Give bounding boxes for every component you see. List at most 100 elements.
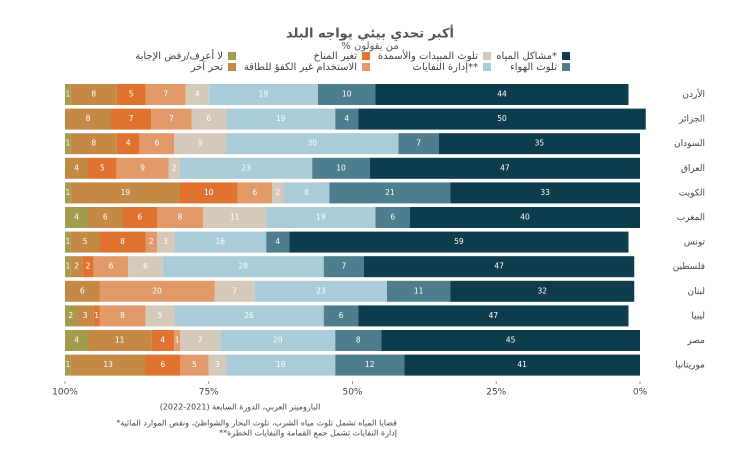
bar-segment xyxy=(122,207,157,228)
data-label: 4 xyxy=(195,90,200,99)
data-label: 47 xyxy=(494,262,504,271)
y-tick-label: لبنان xyxy=(687,287,705,297)
x-tick-label: 50% xyxy=(342,388,362,398)
data-label: 59 xyxy=(454,237,464,246)
bar-segment xyxy=(191,108,226,130)
data-label: 19 xyxy=(121,188,131,197)
data-label: 9 xyxy=(140,163,145,172)
bar-segment xyxy=(180,182,238,204)
data-label: 3 xyxy=(163,237,168,246)
bar-segment xyxy=(65,157,88,179)
bar-segment xyxy=(266,207,376,228)
y-tick-label: العراق xyxy=(681,164,705,174)
data-label: 7 xyxy=(198,336,203,345)
y-tick-label: فلسطين xyxy=(673,262,705,272)
data-label: 4 xyxy=(74,163,79,172)
legend-swatch xyxy=(362,52,370,60)
data-label: 8 xyxy=(178,213,183,222)
legend-label: إدارة النفايات** xyxy=(413,62,478,73)
data-label: 4 xyxy=(160,336,165,345)
bar-segment xyxy=(65,108,111,130)
data-label: 1 xyxy=(65,188,70,197)
data-label: 2 xyxy=(68,311,73,320)
chart-title: أكبر تحدي بيئي يواجه البلد xyxy=(286,25,454,42)
data-label: 7 xyxy=(129,114,134,123)
bar-segment xyxy=(174,330,180,351)
data-label: 1 xyxy=(65,139,70,148)
legend-swatch xyxy=(362,63,370,71)
note: *قضايا المياه تشمل تلوث مياه الشرب، تلوث… xyxy=(116,419,397,428)
bar-segment xyxy=(387,280,451,302)
data-label: 1 xyxy=(65,90,70,99)
y-tick-label: المغرب xyxy=(677,213,705,223)
data-label: 10 xyxy=(336,163,346,172)
bar-segment xyxy=(93,256,129,278)
legend-label: لا أعرف/رفض الإجابة xyxy=(135,49,223,62)
bar-segment xyxy=(335,330,382,351)
bar-segment xyxy=(180,354,209,376)
data-label: 19 xyxy=(276,114,286,123)
bar-segment xyxy=(168,157,180,179)
data-label: 10 xyxy=(342,90,352,99)
data-label: 26 xyxy=(244,311,254,320)
bar-segment xyxy=(237,182,272,204)
legend-swatch xyxy=(228,63,236,71)
x-tick-label: 0% xyxy=(633,388,648,398)
bar-segment xyxy=(88,157,117,179)
data-label: 40 xyxy=(520,213,530,222)
data-label: 23 xyxy=(241,163,251,172)
bar-segment xyxy=(145,354,180,376)
bar-segment xyxy=(381,330,640,351)
data-label: 7 xyxy=(341,262,346,271)
data-label: 4 xyxy=(344,114,349,123)
bar-segment xyxy=(65,84,71,105)
bar-segment xyxy=(70,354,146,376)
bar-segment xyxy=(364,256,635,278)
bar-segment xyxy=(116,133,140,155)
bar-segment xyxy=(358,305,629,327)
legend-label: تلوث الهواء xyxy=(510,62,557,73)
data-label: 5 xyxy=(192,360,197,369)
legend-label: تلوث المبيدات والأسمدة xyxy=(378,49,478,62)
data-label: 11 xyxy=(414,286,424,295)
x-tick-label: 25% xyxy=(486,388,506,398)
bar-segment xyxy=(335,108,359,130)
data-label: 19 xyxy=(276,360,286,369)
bar-segment xyxy=(208,354,226,376)
data-label: 5 xyxy=(83,237,88,246)
bar-segment xyxy=(254,280,387,302)
bar-segment xyxy=(289,231,629,253)
data-label: 9 xyxy=(198,139,203,148)
bar-segment xyxy=(65,305,77,327)
bar-segment xyxy=(65,256,71,278)
data-label: 41 xyxy=(517,360,527,369)
bar-segment xyxy=(180,330,221,351)
bar-segment xyxy=(65,182,71,204)
bar-segment xyxy=(375,207,410,228)
data-label: 4 xyxy=(74,213,79,222)
data-label: 1 xyxy=(94,311,99,320)
data-label: 21 xyxy=(385,188,395,197)
data-label: 5 xyxy=(157,311,162,320)
y-tick-label: الكويت xyxy=(679,188,705,198)
bar-segment xyxy=(208,84,318,105)
data-label: 10 xyxy=(204,188,214,197)
bar-segment xyxy=(65,231,71,253)
data-label: 6 xyxy=(160,360,165,369)
bar-segment xyxy=(70,231,100,253)
bar-segment xyxy=(65,207,88,228)
data-label: 8 xyxy=(91,90,96,99)
bar-segment xyxy=(65,354,71,376)
bar-segment xyxy=(88,207,123,228)
bar-segment xyxy=(99,280,215,302)
bar-segment xyxy=(128,256,163,278)
data-label: 19 xyxy=(259,90,269,99)
x-tick-label: 100% xyxy=(52,388,78,398)
y-tick-label: مصر xyxy=(686,336,705,346)
data-label: 8 xyxy=(91,139,96,148)
bar-segment xyxy=(70,256,83,278)
data-label: 50 xyxy=(497,114,507,123)
data-label: 11 xyxy=(115,336,125,345)
bar-segment xyxy=(375,84,629,105)
